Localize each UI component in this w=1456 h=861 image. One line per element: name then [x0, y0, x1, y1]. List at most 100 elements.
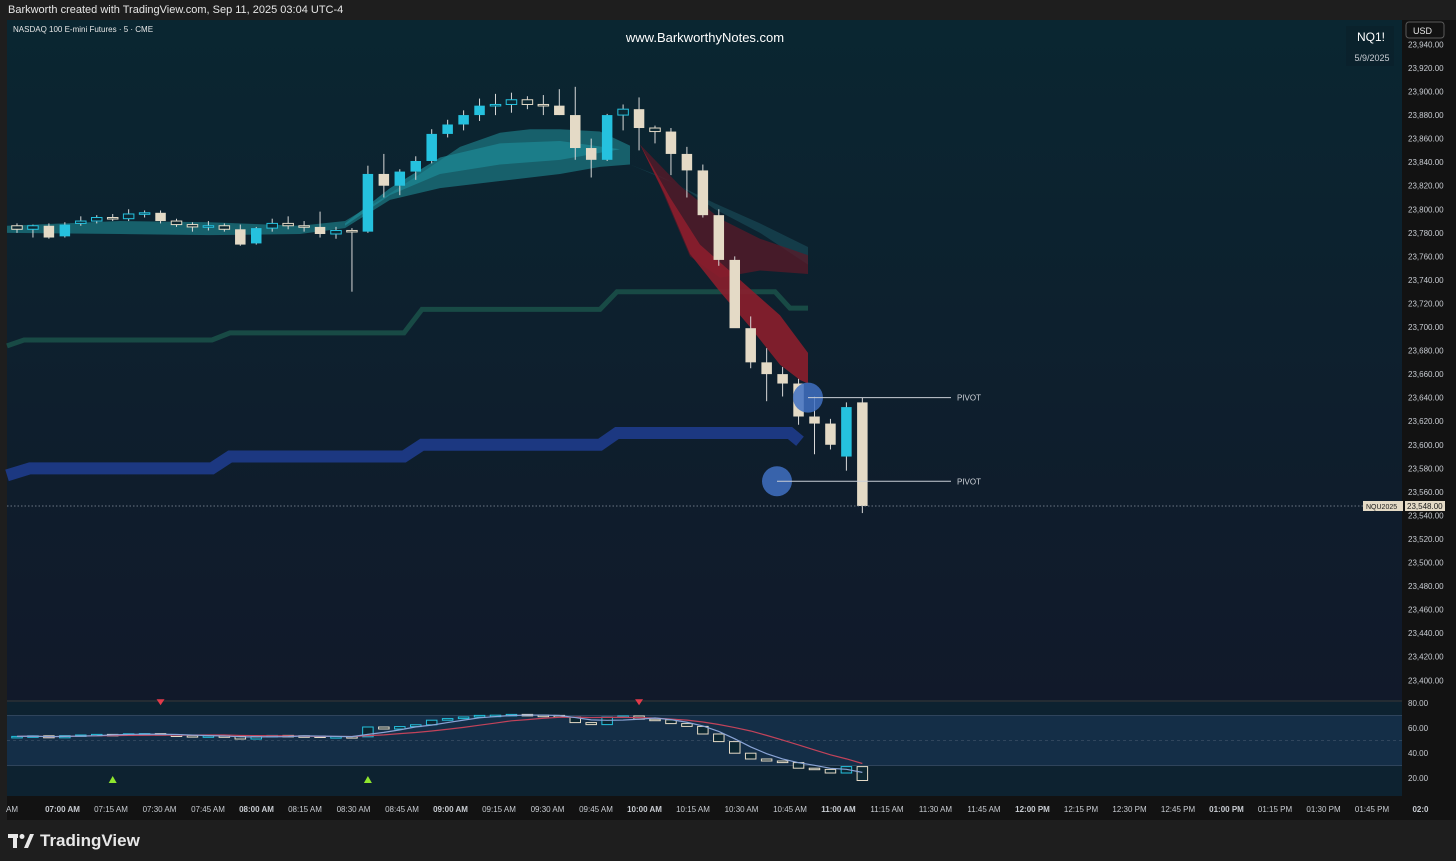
candle[interactable]: [649, 125, 661, 144]
candle[interactable]: [745, 316, 756, 369]
red-ribbon-outer: [640, 144, 808, 278]
candle[interactable]: [505, 92, 518, 113]
tradingview-logo[interactable]: TradingView: [8, 831, 140, 851]
candle[interactable]: [521, 96, 534, 110]
oscillator-bar: [649, 718, 661, 722]
candle-body: [346, 229, 358, 233]
candle[interactable]: [825, 418, 836, 450]
red-ribbon: [640, 144, 808, 384]
candle[interactable]: [554, 89, 565, 116]
candle[interactable]: [729, 256, 741, 329]
candle[interactable]: [346, 228, 358, 292]
candle[interactable]: [138, 210, 151, 218]
candle-body: [218, 225, 231, 230]
time-tick-label: 12:15 PM: [1064, 805, 1099, 814]
candle[interactable]: [777, 367, 788, 397]
time-tick-label: 09:15 AM: [482, 805, 516, 814]
candle[interactable]: [362, 165, 374, 233]
candle-body: [649, 127, 661, 133]
candle-body: [809, 416, 820, 424]
main-pane-bg: [7, 20, 1402, 700]
candle[interactable]: [410, 156, 422, 180]
candle[interactable]: [394, 169, 406, 196]
time-tick-label: 12:45 PM: [1161, 805, 1196, 814]
candle-body: [857, 402, 868, 506]
candle[interactable]: [75, 216, 87, 226]
candle[interactable]: [186, 222, 199, 232]
candle[interactable]: [314, 211, 326, 238]
candle-body: [330, 229, 342, 235]
candle[interactable]: [266, 218, 278, 232]
candle[interactable]: [537, 95, 550, 116]
price-tick-label: 23,480.00: [1408, 582, 1444, 591]
candle[interactable]: [570, 86, 581, 160]
pivot-layer: PIVOT PIVOT: [7, 382, 1402, 507]
candle-body: [841, 407, 852, 457]
candle[interactable]: [442, 119, 453, 138]
candle-body: [235, 229, 246, 245]
candle[interactable]: [681, 146, 693, 198]
last-price-value: 23,548.00: [1407, 502, 1443, 511]
candle[interactable]: [11, 223, 23, 233]
candle[interactable]: [857, 397, 868, 514]
candle[interactable]: [202, 221, 215, 231]
time-tick-label: 10:00 AM: [627, 805, 662, 814]
oscillator-bar: [808, 767, 821, 771]
candle[interactable]: [617, 104, 629, 131]
candle[interactable]: [330, 226, 342, 239]
candle[interactable]: [251, 226, 262, 245]
candle[interactable]: [106, 213, 119, 222]
candle[interactable]: [298, 221, 310, 232]
time-tick-label: 11:30 AM: [919, 805, 953, 814]
candle[interactable]: [474, 98, 485, 121]
created-text: Barkworth created with TradingView.com, …: [8, 4, 344, 16]
price-tick-label: 23,780.00: [1408, 229, 1444, 238]
time-tick-label: 10:30 AM: [725, 805, 759, 814]
candle[interactable]: [601, 113, 613, 161]
candle-body: [11, 225, 23, 230]
candle-body: [729, 259, 740, 329]
price-tick-label: 23,760.00: [1408, 252, 1444, 261]
candle[interactable]: [458, 110, 469, 131]
candle[interactable]: [426, 129, 437, 164]
currency-label: USD: [1413, 26, 1433, 36]
oscillator-pane: [7, 699, 1402, 783]
time-tick-label: 11:00 AM: [821, 805, 856, 814]
candle[interactable]: [378, 153, 390, 198]
candle[interactable]: [91, 215, 103, 224]
candle[interactable]: [43, 223, 55, 239]
candle-body: [362, 173, 374, 232]
candle-body: [314, 226, 326, 234]
oscillator-tick-label: 20.00: [1408, 774, 1429, 783]
candle[interactable]: [122, 209, 135, 222]
currency-button[interactable]: [1405, 21, 1445, 39]
candle[interactable]: [713, 209, 725, 266]
candle[interactable]: [761, 348, 772, 402]
candle[interactable]: [235, 224, 246, 246]
candle[interactable]: [489, 93, 502, 116]
tradingview-brand: TradingView: [40, 831, 140, 850]
sell-signal-icon: [635, 699, 644, 706]
candle[interactable]: [665, 128, 677, 176]
candle-body: [761, 362, 772, 375]
oscillator-line: [16, 714, 863, 773]
instrument-title: NASDAQ 100 E-mini Futures · 5 · CME: [13, 25, 153, 34]
top-bar: Barkworth created with TradingView.com, …: [0, 0, 1456, 20]
candle-body: [442, 124, 453, 134]
candle[interactable]: [585, 138, 597, 178]
candle[interactable]: [170, 218, 183, 227]
candle[interactable]: [633, 97, 645, 151]
price-tick-label: 23,880.00: [1408, 111, 1444, 120]
oscillator-bar: [378, 726, 390, 730]
candle[interactable]: [697, 164, 709, 218]
candle[interactable]: [841, 402, 852, 471]
candle[interactable]: [282, 216, 294, 230]
candle[interactable]: [218, 223, 231, 232]
panes: [0, 20, 1456, 820]
buy-signal-icon: [108, 776, 117, 783]
candle[interactable]: [59, 222, 71, 238]
last-price-tag: [1405, 501, 1445, 511]
candle[interactable]: [155, 210, 166, 224]
candle[interactable]: [27, 224, 39, 238]
